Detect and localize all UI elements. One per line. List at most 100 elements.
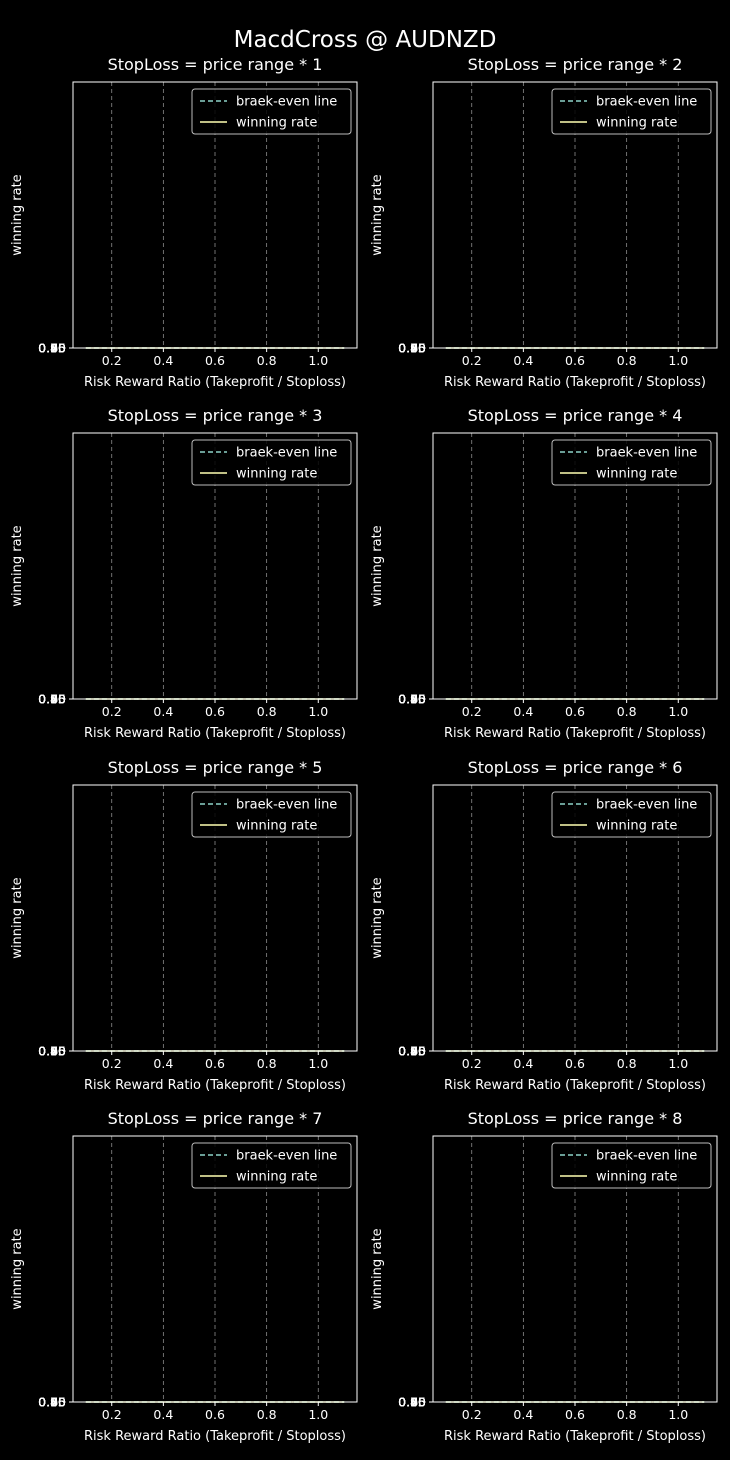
subplot-grid: StopLoss = price range * 1 0.2 0.4 0.6 0.8 1.… [10, 55, 718, 1444]
y-tick-label: 0.50 [398, 341, 426, 356]
y-tick-label: 0.80 [398, 1044, 426, 1059]
y-tick-label: 0.55 [38, 1395, 66, 1410]
y-tick-label: 0.90 [398, 1044, 426, 1059]
legend-box [551, 439, 712, 486]
y-tick-label: 0.85 [38, 341, 66, 356]
x-tick-label: 0.8 [257, 704, 277, 719]
legend-box [551, 791, 712, 838]
y-tick-label: 0.75 [398, 1044, 426, 1059]
legend: braek-even line winning rate [551, 791, 712, 838]
y-tick-label: 0.95 [38, 1395, 66, 1410]
subplot-4: StopLoss = price range * 4 0.2 0.4 0.6 0.8 1.… [370, 406, 718, 741]
x-tick-label: 0.4 [513, 353, 533, 368]
x-tick-label: 0.4 [153, 353, 173, 368]
y-tick-label: 0.65 [38, 1044, 66, 1059]
y-tick-label: 0.85 [38, 1395, 66, 1410]
y-tick-label: 0.70 [38, 1044, 66, 1059]
legend-entry-label: winning rate [236, 819, 317, 834]
y-tick-label: 0.65 [38, 341, 66, 356]
x-tick-label: 0.6 [565, 1407, 585, 1422]
y-tick-label: 0.75 [38, 1044, 66, 1059]
y-tick-label: 0.95 [398, 1395, 426, 1410]
x-tick-label: 0.2 [462, 1407, 482, 1422]
y-tick-label: 0.90 [38, 1395, 66, 1410]
y-tick-label: 0.75 [398, 341, 426, 356]
y-tick-label: 0.60 [398, 1044, 426, 1059]
y-tick-label: 0.90 [398, 341, 426, 356]
y-tick-label: 0.95 [38, 692, 66, 707]
legend-entry-label: winning rate [596, 1170, 677, 1185]
x-tick-label: 1.0 [308, 704, 328, 719]
x-axis-label: Risk Reward Ratio (Takeprofit / Stoploss… [444, 375, 706, 390]
x-tick-label: 0.2 [102, 704, 122, 719]
legend-box [191, 791, 352, 838]
y-tick-label: 0.80 [38, 341, 66, 356]
y-tick-label: 0.40 [398, 692, 426, 707]
legend-box [191, 88, 352, 135]
x-tick-label: 0.8 [257, 1407, 277, 1422]
y-tick-label: 0.80 [38, 692, 66, 707]
y-tick-label: 0.80 [398, 1395, 426, 1410]
legend-entry-label: winning rate [596, 467, 677, 482]
x-tick-label: 0.2 [462, 704, 482, 719]
y-tick-label: 0.50 [38, 1395, 66, 1410]
y-tick-label: 0.60 [398, 1395, 426, 1410]
y-tick-label: 0.55 [398, 1044, 426, 1059]
legend: braek-even line winning rate [191, 88, 352, 135]
x-tick-label: 0.8 [617, 704, 637, 719]
subplot-title: StopLoss = price range * 8 [468, 1109, 683, 1128]
y-tick-label: 0.40 [38, 692, 66, 707]
figure-suptitle: MacdCross @ AUDNZD [234, 27, 497, 53]
legend-entry-label: braek-even line [236, 446, 337, 461]
y-tick-label: 0.45 [38, 1395, 66, 1410]
y-tick-label: 0.60 [398, 692, 426, 707]
y-tick-label: 0.85 [398, 692, 426, 707]
y-axis-label: winning rate [370, 877, 385, 958]
subplot-3: StopLoss = price range * 3 0.2 0.4 0.6 0.8 1.… [10, 406, 358, 741]
y-tick-label: 0.60 [38, 1044, 66, 1059]
x-tick-label: 0.2 [462, 1056, 482, 1071]
x-tick-label: 0.8 [257, 353, 277, 368]
y-tick-label: 0.55 [398, 692, 426, 707]
y-tick-label: 0.55 [398, 341, 426, 356]
subplot-title: StopLoss = price range * 7 [108, 1109, 323, 1128]
y-tick-label: 0.60 [38, 1395, 66, 1410]
y-tick-label: 0.40 [398, 1395, 426, 1410]
y-tick-label: 0.80 [38, 1395, 66, 1410]
y-axis-label: winning rate [370, 1228, 385, 1309]
x-tick-label: 0.4 [153, 1056, 173, 1071]
subplot-title: StopLoss = price range * 1 [108, 55, 323, 74]
y-tick-label: 0.50 [398, 692, 426, 707]
y-tick-label: 0.60 [398, 341, 426, 356]
y-tick-label: 0.85 [398, 1044, 426, 1059]
y-tick-label: 0.70 [398, 692, 426, 707]
y-tick-label: 0.70 [398, 341, 426, 356]
subplot-title: StopLoss = price range * 5 [108, 758, 323, 777]
x-tick-label: 0.8 [257, 1056, 277, 1071]
y-tick-label: 0.60 [38, 692, 66, 707]
y-tick-label: 0.50 [398, 1044, 426, 1059]
legend-box [191, 1142, 352, 1189]
y-tick-label: 0.65 [398, 1044, 426, 1059]
legend-entry-label: winning rate [596, 116, 677, 131]
legend: braek-even line winning rate [191, 1142, 352, 1189]
x-tick-label: 0.6 [205, 1056, 225, 1071]
y-tick-label: 0.90 [398, 1395, 426, 1410]
y-axis-label: winning rate [10, 1228, 25, 1309]
y-tick-label: 0.75 [38, 1395, 66, 1410]
y-tick-label: 0.70 [38, 341, 66, 356]
y-tick-label: 0.90 [38, 341, 66, 356]
y-tick-label: 0.65 [398, 1395, 426, 1410]
x-tick-label: 0.4 [513, 1407, 533, 1422]
y-tick-label: 0.50 [38, 692, 66, 707]
y-tick-label: 0.90 [398, 692, 426, 707]
y-tick-label: 0.45 [398, 1044, 426, 1059]
y-tick-label: 0.65 [38, 692, 66, 707]
y-tick-label: 0.55 [38, 692, 66, 707]
x-axis-label: Risk Reward Ratio (Takeprofit / Stoploss… [84, 375, 346, 390]
y-axis-label: winning rate [10, 877, 25, 958]
subplot-2: StopLoss = price range * 2 0.2 0.4 0.6 0.8 1.… [370, 55, 718, 390]
x-tick-label: 0.4 [513, 704, 533, 719]
y-tick-label: 0.55 [398, 1395, 426, 1410]
